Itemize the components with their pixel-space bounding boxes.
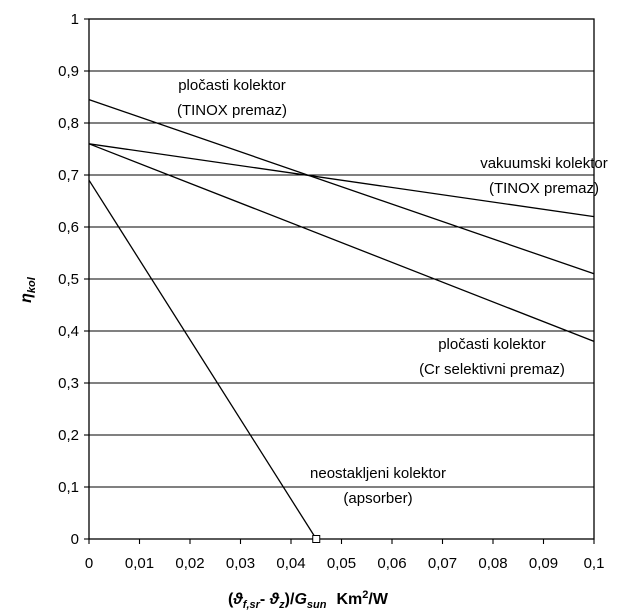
series-label-4: neostakljeni kolektor	[310, 465, 446, 482]
x-axis-tick-labels: 0 0,01 0,02 0,03 0,04 0,05 0,06 0,07 0,08 0,09 0,1	[85, 555, 605, 572]
series-label-1: pločasti kolektor	[178, 77, 286, 94]
series-line-2	[88, 143, 595, 218]
series-line-1	[88, 98, 595, 275]
x-tick-label: 0,07	[428, 555, 457, 572]
series-label-3: pločasti kolektor	[438, 336, 546, 353]
series-lines	[88, 98, 595, 540]
series-label-2: (TINOX premaz)	[489, 180, 599, 197]
x-tick-label: 0,05	[327, 555, 356, 572]
y-tick-label: 0,6	[58, 219, 79, 236]
y-tick-label: 0,7	[58, 167, 79, 184]
y-tick-label: 0,1	[58, 479, 79, 496]
x-tick-label: 0,09	[529, 555, 558, 572]
x-tick-label: 0,1	[584, 555, 605, 572]
series-annotations: pločasti kolektor (TINOX premaz) vakuumski…	[177, 77, 608, 507]
x-tick-label: 0,01	[125, 555, 154, 572]
x-tick-label: 0,06	[377, 555, 406, 572]
x-axis-label: (ϑf,sr- ϑz)/Gsun Km2/W	[228, 589, 389, 611]
plot-area-frame	[88, 18, 595, 540]
series-label-2: vakuumski kolektor	[480, 155, 608, 172]
y-tick-label: 1	[71, 11, 79, 28]
x-tick-label: 0,03	[226, 555, 255, 572]
y-tick-label: 0,9	[58, 63, 79, 80]
y-tick-label: 0,5	[58, 271, 79, 288]
x-tick-label: 0,04	[276, 555, 305, 572]
y-tick-label: 0,2	[58, 427, 79, 444]
x-tick-label: 0,02	[175, 555, 204, 572]
series-label-1: (TINOX premaz)	[177, 102, 287, 119]
y-tick-label: 0,3	[58, 375, 79, 392]
y-axis-tick-labels: 0 0,1 0,2 0,3 0,4 0,5 0,6 0,7 0,8 0,9 1	[58, 11, 79, 548]
x-tick-label: 0,08	[478, 555, 507, 572]
x-tick-label: 0	[85, 555, 93, 572]
data-marker	[312, 535, 321, 543]
y-axis-label: ηkol	[18, 276, 38, 303]
series-line-4	[88, 179, 317, 540]
y-tick-label: 0,8	[58, 115, 79, 132]
y-tick-label: 0,4	[58, 323, 79, 340]
y-tick-label: 0	[71, 531, 79, 548]
series-label-4: (apsorber)	[343, 490, 412, 507]
series-label-3: (Cr selektivni premaz)	[419, 361, 565, 378]
series-line-3	[88, 143, 595, 343]
